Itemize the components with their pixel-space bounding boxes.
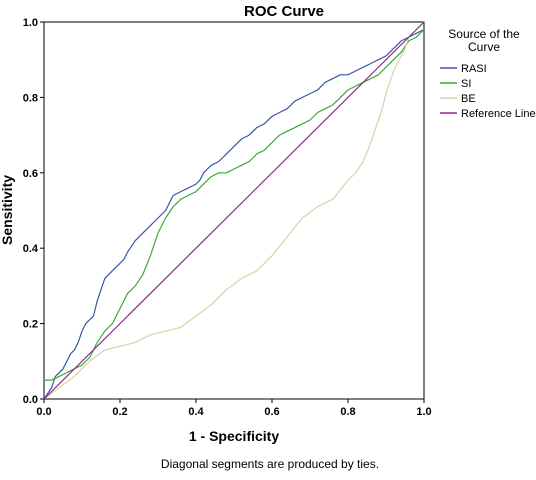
tick-layer: 0.0 0.2 0.4 0.6 0.8 1.0 0.0 0.2 0.4 0.6 0.8 1.0 [23,17,432,418]
chart-title: ROC Curve [244,3,324,20]
series-line-si [44,29,425,381]
legend-label-rasi: RASI [461,63,487,75]
series-layer [43,21,425,400]
y-tick-label: 1.0 [23,17,38,29]
y-tick-label: 0.2 [23,319,38,331]
y-tick-label: 0.0 [23,394,38,406]
x-tick-label: 1.0 [416,406,431,418]
legend: Source of the Curve RASI SI BE Reference Lin… [440,27,536,120]
legend-label-si: SI [461,78,471,90]
y-tick-label: 0.6 [23,168,38,180]
legend-title: Source of the Curve [448,27,520,54]
x-tick-label: 0.2 [112,406,127,418]
x-tick-label: 0.0 [36,406,51,418]
y-tick-label: 0.4 [23,243,39,255]
legend-items: RASI SI BE Reference Line [440,63,536,120]
series-line-be [43,21,425,400]
legend-label-be: BE [461,93,476,105]
x-tick-label: 0.8 [340,406,355,418]
plot-frame [43,21,425,400]
series-line-reference-line [43,21,425,400]
x-tick-label: 0.4 [188,406,204,418]
y-axis-title: Sensitivity [0,175,15,245]
legend-label-reference-line: Reference Line [461,108,536,120]
footnote: Diagonal segments are produced by ties. [161,457,379,471]
y-tick-label: 0.8 [23,92,38,104]
x-tick-label: 0.6 [264,406,279,418]
x-axis-title: 1 - Specificity [189,428,279,444]
series-line-rasi [43,28,425,400]
